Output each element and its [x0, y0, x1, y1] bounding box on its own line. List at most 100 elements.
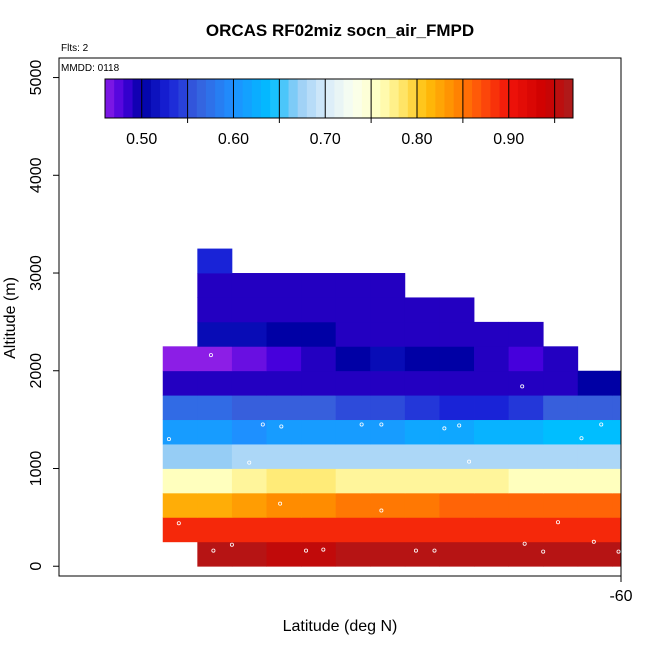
heatmap-cell	[231, 370, 267, 396]
heatmap-cell	[543, 492, 579, 518]
observation-point	[467, 459, 472, 464]
heatmap-cell	[197, 248, 233, 274]
heatmap-cell	[335, 517, 371, 543]
heatmap-cell	[404, 297, 440, 323]
heatmap-cell	[543, 395, 579, 421]
heatmap-cell	[508, 468, 544, 494]
heatmap-cell	[474, 370, 509, 396]
heatmap-cell	[301, 273, 337, 298]
heatmap-cell	[612, 444, 622, 469]
colorbar-swatch	[361, 79, 372, 118]
heatmap-cell	[370, 346, 406, 372]
heatmap-cell	[335, 273, 371, 298]
heatmap-cell	[301, 370, 337, 396]
heatmap-cell	[612, 468, 622, 494]
colorbar-swatch	[114, 79, 124, 118]
heatmap-cell	[439, 444, 475, 469]
heatmap-cell	[197, 444, 233, 469]
heatmap-cell	[543, 419, 579, 445]
colorbar-swatch	[105, 79, 115, 118]
observation-point	[211, 548, 216, 553]
colorbar-swatch	[123, 79, 134, 118]
heatmap-cell	[197, 492, 233, 518]
heatmap-cell	[266, 346, 302, 372]
heatmap-cell	[439, 370, 475, 396]
heatmap-cell	[370, 444, 406, 469]
heatmap-cell	[266, 370, 302, 396]
observation-point	[279, 424, 284, 429]
heatmap-cell	[197, 468, 233, 494]
observation-point	[359, 422, 364, 427]
colorbar-swatch	[187, 79, 198, 118]
heatmap-cell	[197, 346, 233, 372]
heatmap-cell	[543, 541, 579, 567]
colorbar-swatch	[343, 79, 354, 118]
heatmap-cell	[266, 395, 302, 421]
heatmap-cell	[612, 370, 622, 396]
heatmap-cell	[231, 297, 267, 323]
heatmap-cell	[370, 321, 406, 347]
heatmap-cell	[162, 492, 198, 518]
colorbar-swatch	[334, 79, 345, 118]
y-axis-label: Altitude (m)	[2, 277, 19, 359]
heatmap-cell	[543, 444, 579, 469]
observation-point	[321, 547, 326, 552]
colorbar-frame	[104, 78, 574, 119]
heatmap-cell	[197, 321, 233, 347]
heatmap-cell	[577, 370, 613, 396]
colorbar-swatch	[472, 79, 482, 118]
heatmap-cell	[439, 419, 475, 445]
heatmap-cell	[335, 346, 371, 372]
heatmap-cell	[508, 517, 544, 543]
colorbar-swatch	[352, 79, 363, 118]
heatmap-cell	[370, 395, 406, 421]
heatmap-cell	[508, 444, 544, 469]
observation-point	[379, 422, 384, 427]
heatmap-cell	[404, 444, 440, 469]
observation-point	[304, 548, 309, 553]
heatmap-cell	[266, 297, 302, 323]
heatmap-cell	[231, 273, 267, 298]
heatmap-cell	[162, 444, 198, 469]
heatmap-cell	[231, 468, 267, 494]
heatmap-cell	[404, 321, 440, 347]
observation-point	[278, 501, 283, 506]
colorbar-swatch	[224, 79, 234, 118]
colorbar-tick-label: 0.60	[218, 131, 249, 148]
colorbar: 0.50 0.60 0.70 0.80 0.90	[104, 78, 574, 148]
colorbar-swatch	[242, 79, 253, 118]
heatmap-cell	[404, 492, 440, 518]
x-axis: -60	[609, 576, 633, 605]
observation-point	[176, 521, 181, 526]
colorbar-swatch	[554, 79, 565, 118]
y-tick-label: 1000	[28, 451, 45, 487]
observation-point	[232, 268, 237, 273]
colorbar-tick-label: 0.50	[126, 131, 157, 148]
heatmap-cell	[301, 444, 337, 469]
heatmap-cell	[404, 370, 440, 396]
heatmap-cell	[162, 468, 198, 494]
heatmap-cell	[197, 273, 233, 298]
heatmap-cell	[162, 346, 198, 372]
heatmap-cell	[439, 517, 475, 543]
colorbar-swatch	[435, 79, 446, 118]
heatmap-cell	[577, 541, 613, 567]
plot-frame	[58, 57, 622, 577]
heatmap-cell	[266, 273, 302, 298]
colorbar-tick-label: 0.70	[310, 131, 341, 148]
heatmap-cell	[508, 321, 544, 347]
x-axis-label: Latitude (deg N)	[283, 618, 398, 635]
heatmap-cell	[335, 321, 371, 347]
heatmap-cell	[370, 468, 406, 494]
heatmap-cell	[474, 419, 509, 445]
observation-point	[520, 384, 525, 389]
heatmap-cell	[612, 541, 622, 567]
observation-point	[522, 541, 527, 546]
colorbar-swatch	[481, 79, 491, 118]
colorbar-swatch	[196, 79, 207, 118]
heatmap-cell	[370, 370, 406, 396]
date-note: MMDD: 0118	[61, 63, 120, 74]
observation-point	[442, 426, 447, 431]
heatmap-cell	[231, 444, 267, 469]
colorbar-tick-label: 0.90	[493, 131, 524, 148]
